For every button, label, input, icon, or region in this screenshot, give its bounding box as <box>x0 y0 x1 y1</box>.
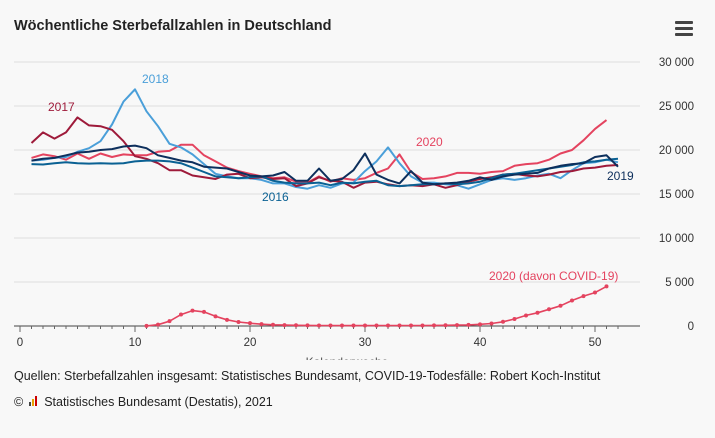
series-label-2018: 2018 <box>142 72 169 86</box>
data-point-2020-davon-covid-19 <box>259 322 264 327</box>
data-point-2020-davon-covid-19 <box>271 322 275 327</box>
data-point-2020-davon-covid-19 <box>317 323 321 328</box>
series-label-2020: 2020 <box>416 135 443 149</box>
chart-title: Wöchentliche Sterbefallzahlen in Deutsch… <box>14 18 332 34</box>
data-point-2020-davon-covid-19 <box>547 307 551 312</box>
source-note: Quellen: Sterbefallzahlen insgesamt: Sta… <box>14 369 601 383</box>
data-point-2020-davon-covid-19 <box>535 310 540 315</box>
data-point-2020-davon-covid-19 <box>501 319 505 324</box>
data-point-2020-davon-covid-19 <box>512 316 517 321</box>
series-label-2017: 2017 <box>48 100 75 114</box>
data-point-2020-davon-covid-19 <box>179 312 183 317</box>
data-point-2020-davon-covid-19 <box>156 322 160 327</box>
data-point-2020-davon-covid-19 <box>558 303 563 308</box>
x-tick-label: 40 <box>474 337 487 349</box>
data-point-2020-davon-covid-19 <box>374 323 379 328</box>
y-tick-label: 25 000 <box>659 101 694 113</box>
series-label-2016: 2016 <box>262 190 289 204</box>
data-point-2020-davon-covid-19 <box>282 323 287 328</box>
data-point-2020-davon-covid-19 <box>604 284 609 289</box>
series-line-2016 <box>31 157 619 188</box>
data-point-2020-davon-covid-19 <box>420 323 425 328</box>
data-point-2020-davon-covid-19 <box>144 323 149 328</box>
data-point-2020-davon-covid-19 <box>305 323 310 328</box>
data-point-2020-davon-covid-19 <box>397 323 402 328</box>
data-point-2020-davon-covid-19 <box>167 319 172 324</box>
series-line-2020-davon-covid-19 <box>146 285 607 327</box>
data-point-2020-davon-covid-19 <box>190 308 195 313</box>
series-line-2018 <box>31 88 619 190</box>
data-point-2020-davon-covid-19 <box>213 314 218 319</box>
data-point-2020-davon-covid-19 <box>581 294 586 299</box>
y-tick-label: 20 000 <box>659 145 694 157</box>
data-point-2020-davon-covid-19 <box>593 290 597 295</box>
x-tick-label: 30 <box>359 337 372 349</box>
data-point-2020-davon-covid-19 <box>466 322 471 327</box>
hamburger-menu-icon[interactable] <box>675 21 693 37</box>
y-tick-label: 15 000 <box>659 189 694 201</box>
copyright-symbol: © <box>14 395 24 409</box>
data-point-2020-davon-covid-19 <box>478 322 482 327</box>
data-point-2020-davon-covid-19 <box>363 323 367 328</box>
y-tick-label: 30 000 <box>659 57 694 69</box>
series-line-2019 <box>31 144 619 186</box>
data-point-2020-davon-covid-19 <box>248 321 252 326</box>
x-axis-label: Kalenderwoche <box>306 355 389 360</box>
data-point-2020-davon-covid-19 <box>489 321 494 326</box>
data-point-2020-davon-covid-19 <box>294 323 298 328</box>
series-label-2019: 2019 <box>607 169 634 183</box>
data-point-2020-davon-covid-19 <box>455 323 459 328</box>
data-point-2020-davon-covid-19 <box>386 323 390 328</box>
y-tick-label: 5 000 <box>665 277 694 289</box>
data-point-2020-davon-covid-19 <box>409 323 413 328</box>
data-point-2020-davon-covid-19 <box>225 317 229 322</box>
credit-text: Statistisches Bundesamt (Destatis), 2021 <box>44 395 273 409</box>
credit-line: © Statistisches Bundesamt (Destatis), 20… <box>14 395 273 409</box>
x-tick-label: 10 <box>129 337 142 349</box>
data-point-2020-davon-covid-19 <box>524 313 528 318</box>
x-tick-label: 20 <box>244 337 257 349</box>
x-tick-label: 0 <box>17 337 23 349</box>
data-point-2020-davon-covid-19 <box>328 323 333 328</box>
data-point-2020-davon-covid-19 <box>236 320 241 325</box>
destatis-logo-icon <box>28 396 39 406</box>
data-point-2020-davon-covid-19 <box>202 309 206 314</box>
x-tick-label: 50 <box>589 337 602 349</box>
line-chart: 0 5 000 10 000 15 000 20 000 25 000 30 000 0 10 2… <box>14 57 694 360</box>
data-point-2020-davon-covid-19 <box>340 323 344 328</box>
data-point-2020-davon-covid-19 <box>443 323 448 328</box>
series-label-2020-davon-covid-19: 2020 (davon COVID-19) <box>489 269 618 283</box>
y-tick-label: 10 000 <box>659 233 694 245</box>
data-point-2020-davon-covid-19 <box>432 323 436 328</box>
y-tick-label: 0 <box>688 321 694 333</box>
data-point-2020-davon-covid-19 <box>351 323 356 328</box>
data-point-2020-davon-covid-19 <box>570 298 574 303</box>
